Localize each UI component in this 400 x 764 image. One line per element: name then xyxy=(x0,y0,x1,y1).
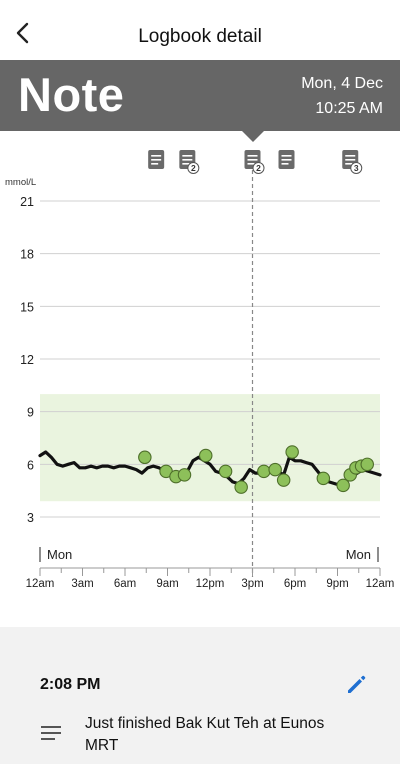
glucose-reading-point[interactable] xyxy=(285,445,299,459)
note-marker-line xyxy=(151,163,159,165)
entry-time: 10:25 AM xyxy=(315,100,383,117)
note-time: 2:08 PM xyxy=(40,676,101,693)
x-tick-label: 12pm xyxy=(196,578,225,590)
entry-type-banner: Note Mon, 4 Dec 10:25 AM xyxy=(0,60,400,131)
glucose-reading-point[interactable] xyxy=(177,468,192,482)
note-marker-line xyxy=(247,163,255,165)
note-count-badge xyxy=(252,162,265,174)
page-title: Logbook detail xyxy=(138,26,262,47)
note-marker-icon[interactable] xyxy=(278,150,295,169)
edit-note-button[interactable] xyxy=(342,669,372,699)
note-count-label: 2 xyxy=(256,163,261,173)
glucose-reading-point[interactable] xyxy=(336,478,350,493)
x-tick-label: 3pm xyxy=(241,578,263,590)
note-count-badge xyxy=(350,162,363,174)
target-range-band xyxy=(40,394,380,502)
note-marker-line xyxy=(281,159,292,161)
x-tick-label: 6pm xyxy=(284,578,306,590)
glucose-reading-point[interactable] xyxy=(234,480,248,494)
y-axis-unit-label: mmol/L xyxy=(5,177,36,188)
note-marker-line xyxy=(281,155,292,157)
top-bar: Logbook detail xyxy=(0,0,400,60)
day-label-end: Mon xyxy=(346,547,371,562)
y-tick-label: 15 xyxy=(20,300,34,314)
note-marker-icon[interactable]: 2 xyxy=(179,150,200,174)
x-tick-label: 3am xyxy=(71,578,93,590)
note-count-badge xyxy=(187,162,200,174)
x-tick-label: 6am xyxy=(114,578,136,590)
y-tick-label: 3 xyxy=(27,511,34,525)
back-button[interactable] xyxy=(8,18,38,48)
x-tick-label: 9am xyxy=(156,578,178,590)
note-count-label: 2 xyxy=(191,163,196,173)
glucose-reading-point[interactable] xyxy=(276,473,291,487)
note-marker-line xyxy=(345,159,356,161)
x-tick-label: 9pm xyxy=(326,578,348,590)
glucose-reading-point[interactable] xyxy=(257,464,271,479)
glucose-reading-point[interactable] xyxy=(199,448,213,463)
note-detail-panel: 2:08 PM Just finished Bak Kut Teh at Eun… xyxy=(0,627,400,764)
note-marker-line xyxy=(345,163,353,165)
note-marker-line xyxy=(182,159,193,161)
note-marker-line xyxy=(281,163,289,165)
glucose-chart-svg: 21 18 15 12 9 6 3 mmol/L 12am 3am 6am 9am 12pm 3pm 6pm… xyxy=(5,150,395,590)
note-marker-line xyxy=(247,155,258,157)
note-marker-icon[interactable]: 3 xyxy=(342,150,363,174)
entry-date: Mon, 4 Dec xyxy=(301,75,383,92)
chevron-left-icon xyxy=(16,22,29,44)
note-marker-line xyxy=(151,159,162,161)
glucose-reading-point[interactable] xyxy=(316,471,331,486)
y-tick-label: 21 xyxy=(20,195,34,209)
selected-entry-pointer xyxy=(242,131,264,142)
text-lines-icon xyxy=(41,726,61,740)
glucose-reading-point[interactable] xyxy=(268,462,282,477)
glucose-chart[interactable]: 21 18 15 12 9 6 3 mmol/L 12am 3am 6am 9am 12pm 3pm 6pm… xyxy=(0,140,400,600)
note-marker-line xyxy=(182,163,190,165)
y-tick-label: 6 xyxy=(27,458,34,472)
note-marker-line xyxy=(247,159,258,161)
pencil-icon xyxy=(348,675,366,693)
x-tick-label: 12am xyxy=(26,578,55,590)
note-text: Just finished Bak Kut Teh at Eunos MRT xyxy=(85,715,325,754)
y-tick-label: 12 xyxy=(20,353,34,367)
note-marker-icon[interactable] xyxy=(148,150,165,169)
glucose-reading-point[interactable] xyxy=(218,464,233,479)
glucose-reading-point[interactable] xyxy=(138,450,152,465)
note-marker-icon[interactable]: 2 xyxy=(244,150,265,174)
note-marker-line xyxy=(151,155,162,157)
x-tick-label: 12am xyxy=(366,578,395,590)
day-label-start: Mon xyxy=(47,547,72,562)
glucose-reading-point[interactable] xyxy=(360,457,374,472)
note-marker-line xyxy=(182,155,193,157)
entry-type-title: Note xyxy=(18,68,125,121)
y-tick-label: 9 xyxy=(27,406,34,420)
note-marker-line xyxy=(345,155,356,157)
note-count-label: 3 xyxy=(354,163,359,173)
y-tick-label: 18 xyxy=(20,248,34,262)
